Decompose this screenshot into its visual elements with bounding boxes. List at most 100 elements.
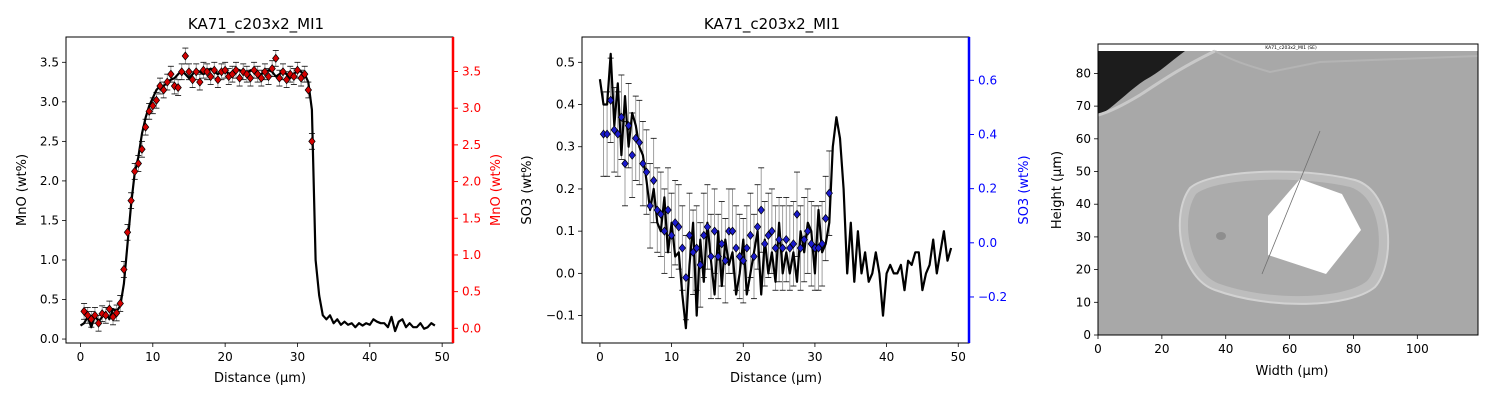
so3-data-point	[650, 175, 658, 186]
mno-data-point	[105, 304, 114, 314]
so3-data-point	[653, 205, 661, 215]
mno-right-y-axis-label: MnO (wt%)	[489, 154, 504, 226]
so3-x-tick-label: 20	[736, 350, 751, 364]
so3-data-point	[800, 235, 808, 245]
mno-y-tick-label: 3.5	[40, 55, 59, 69]
mno-data-point	[127, 196, 135, 206]
so3-data-point	[771, 243, 780, 253]
mno-axis-ticks: 0 10 20 30 40 50 0.0 0.5 1.0 1.5 2.0 2.5 3.0 3.5 0.0 0.…	[40, 55, 481, 364]
so3-data-point	[703, 222, 712, 232]
image-y-axis-label: Height (µm)	[1050, 151, 1065, 229]
so3-data-point	[728, 226, 737, 236]
so3-chart: KA71_c203x2_MI1 0 10 20 30 40 50 −0.1 0.0 0.1 0.2…	[520, 15, 1032, 386]
mno-data-point	[275, 73, 284, 83]
mno-data-point	[203, 67, 211, 77]
so3-y-tick-label: 0.0	[556, 266, 575, 280]
so3-data-point	[664, 205, 672, 215]
image-y-tick-label: 20	[1076, 263, 1091, 277]
so3-data-point	[818, 239, 826, 249]
mno-data-point	[308, 136, 316, 146]
so3-y-tick-label: 0.2	[556, 182, 575, 196]
so3-y-tick-label: −0.1	[546, 309, 575, 323]
mno-data-point	[196, 77, 204, 87]
so3-data-point	[607, 95, 615, 105]
mno-data-point	[282, 75, 291, 85]
so3-data-point	[739, 256, 747, 266]
so3-data-point	[743, 243, 751, 253]
image-axes-frame	[1097, 43, 1479, 336]
so3-data-point	[628, 150, 636, 160]
mno-data-point	[120, 264, 128, 275]
so3-data-point	[675, 222, 683, 232]
mno-data-point	[94, 318, 103, 328]
so3-data-point	[678, 243, 686, 253]
so3-right-y-tick-label: 0.2	[978, 182, 997, 196]
mno-data-point	[178, 67, 186, 77]
mno-data-point	[156, 81, 164, 91]
mno-data-point	[207, 71, 215, 82]
mno-y-tick-label: 0.0	[40, 332, 59, 346]
so3-data-point	[793, 209, 801, 219]
so3-y-tick-label: 0.5	[556, 55, 575, 69]
image-x-tick-label: 40	[1218, 342, 1233, 356]
so3-data-point	[779, 243, 787, 253]
mno-data-point	[261, 67, 269, 77]
mno-right-y-tick-label: 0.5	[462, 285, 481, 299]
so3-chart-title: KA71_c203x2_MI1	[704, 15, 840, 34]
so3-data-point	[693, 243, 701, 253]
mno-data-point	[181, 51, 190, 61]
so3-data-point	[603, 129, 611, 139]
so3-data-point	[786, 243, 794, 253]
mno-x-tick-label: 30	[290, 350, 305, 364]
mno-data-point	[185, 67, 193, 77]
se-image-panel: KA71_c203x2_MI1 (SE) 0 20 40 60 80 100 0 10 20 30…	[1050, 43, 1479, 379]
mno-right-y-tick-label: 1.0	[462, 248, 481, 262]
mno-data-point	[170, 81, 179, 91]
mno-data-point	[210, 65, 218, 75]
so3-data-point	[750, 251, 758, 262]
mno-x-axis-label: Distance (µm)	[214, 371, 306, 386]
so3-data-point	[710, 226, 719, 236]
mno-data-point	[243, 69, 251, 79]
image-x-tick-label: 0	[1094, 342, 1102, 356]
so3-data-point	[639, 159, 647, 169]
so3-data-point	[804, 226, 812, 236]
mno-y-axis-label: MnO (wt%)	[15, 154, 30, 226]
so3-data-point	[757, 205, 765, 215]
mno-data-point	[102, 310, 110, 320]
so3-right-y-axis-label: SO3 (wt%)	[1017, 155, 1032, 224]
so3-data-point	[782, 235, 790, 245]
mno-y-tick-label: 2.0	[40, 174, 59, 188]
mno-data-point	[235, 73, 244, 83]
so3-data-point	[775, 235, 783, 245]
mno-chart-title: KA71_c203x2_MI1	[188, 15, 324, 34]
so3-data-point	[736, 251, 744, 262]
so3-data-point	[718, 239, 726, 249]
so3-profile-line	[598, 52, 953, 330]
so3-data-point	[753, 222, 762, 232]
so3-data-point	[825, 188, 833, 198]
mno-data-point	[138, 144, 146, 154]
bubble	[1216, 232, 1226, 240]
mno-right-y-tick-label: 1.5	[462, 211, 481, 225]
so3-data-point	[764, 230, 772, 240]
se-micrograph	[1098, 44, 1478, 335]
so3-axis-ticks: 0 10 20 30 40 50 −0.1 0.0 0.1 0.2 0.3 0.4 0.5 −0.2 0.0…	[546, 55, 1007, 364]
micrograph-caption-bar	[1098, 44, 1478, 51]
mno-plot-area	[79, 47, 436, 333]
image-x-tick-label: 100	[1406, 342, 1429, 356]
mno-right-y-tick-label: 3.5	[462, 64, 481, 78]
so3-data-point	[707, 251, 715, 262]
mno-data-point	[293, 65, 302, 75]
mno-x-tick-label: 20	[217, 350, 232, 364]
so3-y-axis-label: SO3 (wt%)	[520, 155, 535, 224]
mno-y-tick-label: 1.5	[40, 213, 59, 227]
so3-data-point	[614, 129, 622, 139]
mno-data-point	[145, 106, 153, 116]
mno-y-tick-label: 2.5	[40, 134, 59, 148]
mno-data-point	[160, 85, 168, 95]
mno-right-y-tick-label: 2.5	[462, 138, 481, 152]
so3-data-point	[617, 112, 626, 122]
mno-data-point	[221, 65, 229, 75]
